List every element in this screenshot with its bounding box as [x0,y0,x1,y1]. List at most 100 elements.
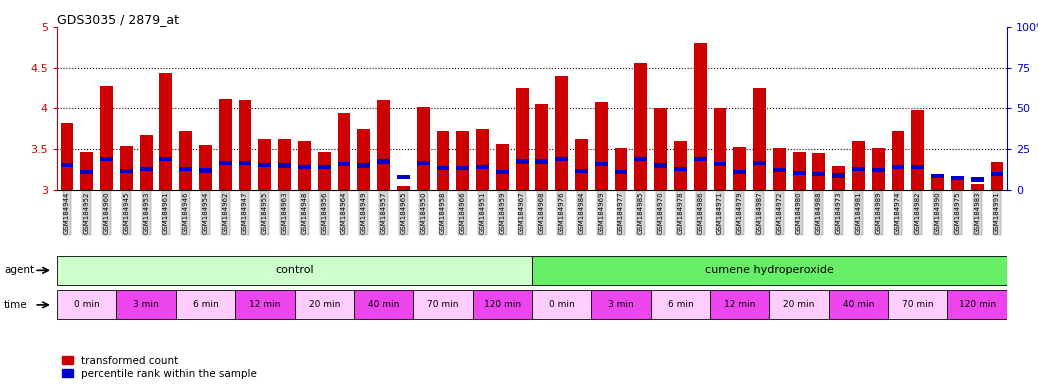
Bar [713,162,727,166]
Bar [614,149,627,190]
Text: 3 min: 3 min [608,300,634,310]
Bar [80,152,93,190]
Bar [437,166,449,170]
Text: time: time [4,300,28,310]
Bar [437,131,449,190]
Bar [532,290,592,319]
Bar [911,165,924,169]
Bar [116,290,175,319]
Text: GDS3035 / 2879_at: GDS3035 / 2879_at [57,13,180,26]
Bar [754,88,766,190]
Bar [951,176,964,180]
Bar [634,63,648,190]
Bar [160,73,172,190]
Bar [674,141,687,190]
Bar [180,167,192,171]
Bar [278,164,291,168]
Text: 40 min: 40 min [367,300,400,310]
Bar [476,129,489,190]
Bar [971,184,984,190]
Bar [793,152,805,190]
Bar [911,110,924,190]
Bar [793,171,805,175]
Bar [416,161,430,165]
Bar [397,186,410,190]
Bar [595,102,607,190]
Bar [318,165,331,169]
Bar [733,147,746,190]
Bar [654,164,667,168]
Bar [948,290,1007,319]
Bar [931,174,944,190]
Text: 12 min: 12 min [249,300,280,310]
Bar [693,157,707,161]
Bar [295,290,354,319]
Bar [140,167,153,171]
Bar [236,290,295,319]
Bar [397,175,410,179]
Bar [990,172,1004,176]
Bar [175,290,236,319]
Bar [889,290,948,319]
Text: cumene hydroperoxide: cumene hydroperoxide [705,265,834,275]
Bar [298,165,310,169]
Bar [713,109,727,190]
Bar [516,159,528,164]
Bar [971,177,984,182]
Bar [516,88,528,190]
Bar [754,161,766,165]
Bar [219,161,231,165]
Bar [100,86,113,190]
Bar [239,100,251,190]
Bar [872,167,884,172]
Bar [357,129,371,190]
Bar [536,159,548,164]
Bar [413,290,472,319]
Text: 120 min: 120 min [484,300,521,310]
Legend: transformed count, percentile rank within the sample: transformed count, percentile rank withi… [62,356,257,379]
Bar [258,163,271,167]
Bar [674,167,687,171]
Bar [892,131,904,190]
Bar [575,139,588,190]
Bar [773,148,786,190]
Bar [496,144,509,190]
Text: 70 min: 70 min [902,300,933,310]
Bar [298,141,310,190]
Bar [852,141,865,190]
Bar [733,170,746,174]
Bar [318,152,331,190]
Text: 3 min: 3 min [133,300,159,310]
Bar [532,256,1007,285]
Bar [813,172,825,176]
Bar [219,99,231,190]
Bar [57,256,532,285]
Text: 0 min: 0 min [74,300,100,310]
Bar [813,153,825,190]
Text: 6 min: 6 min [193,300,218,310]
Bar [80,170,93,174]
Text: 120 min: 120 min [959,300,995,310]
Bar [416,107,430,190]
Bar [951,178,964,190]
Bar [457,131,469,190]
Bar [592,290,651,319]
Bar [773,167,786,172]
Bar [852,167,865,171]
Bar [278,139,291,190]
Bar [199,168,212,173]
Bar [140,136,153,190]
Bar [990,162,1004,190]
Text: 40 min: 40 min [843,300,874,310]
Bar [476,165,489,169]
Text: 12 min: 12 min [725,300,756,310]
Bar [595,162,607,166]
Bar [828,290,889,319]
Bar [575,169,588,174]
Bar [60,123,74,190]
Bar [931,174,944,178]
Bar [651,290,710,319]
Bar [892,165,904,169]
Bar [377,100,390,190]
Text: 20 min: 20 min [784,300,815,310]
